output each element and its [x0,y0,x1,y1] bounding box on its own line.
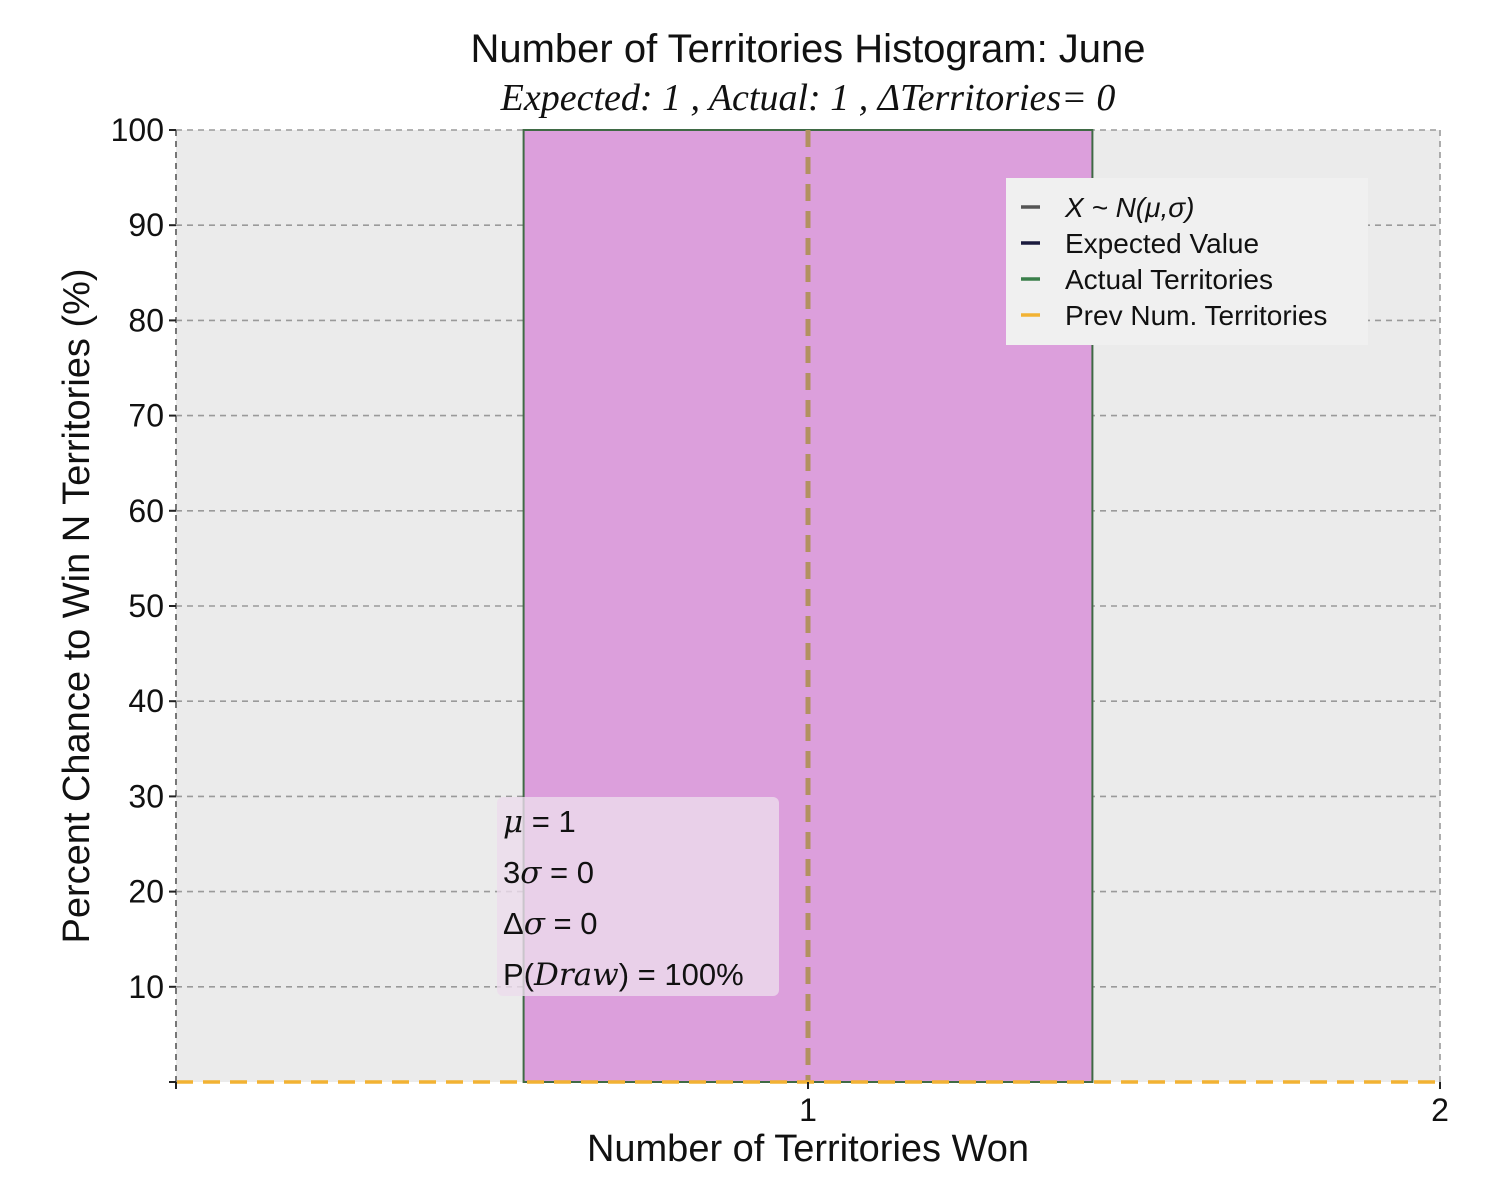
stats-line: 3σ = 0 [503,855,594,891]
y-tick-label: 80 [128,302,164,338]
stats-value: = 0 [545,906,598,941]
chart-title: Number of Territories Histogram: June [470,27,1145,71]
legend: X ~ N(μ,σ) Expected Value Actual Territori… [1006,178,1368,345]
y-tick-label: 60 [128,493,164,529]
stats-symbol: σ [520,855,542,891]
y-tick-label: 90 [128,207,164,243]
stats-value: = 1 [523,804,576,839]
stats-prefix: Δ [503,906,524,941]
stats-prefix: P( [503,957,535,992]
legend-entry-label: Prev Num. Territories [1065,300,1327,331]
stats-line: μ = 1 [503,804,576,840]
x-tick-label: 2 [1431,1092,1449,1128]
y-tick-label: 10 [128,969,164,1005]
stats-prefix: 3 [503,855,520,890]
legend-entry-label: Expected Value [1065,228,1259,259]
stats-box: μ = 13σ = 0Δσ = 0P(Draw) = 100% [497,797,779,996]
y-tick-label: 50 [128,588,164,624]
axes [169,129,1441,1089]
x-tick-label: 1 [799,1092,817,1128]
legend-entry-label: Actual Territories [1065,264,1273,295]
chart-subtitle: Expected: 1 , Actual: 1 , ΔTerritories= … [500,77,1116,119]
y-tick-label: 30 [128,778,164,814]
stats-line: Δσ = 0 [503,906,597,942]
y-axis-label: Percent Chance to Win N Territories (%) [56,268,98,943]
y-tick-label: 40 [128,683,164,719]
y-tick-label: 100 [111,112,164,148]
tick-labels: 10 20 30 40 50 60 70 80 90 100 1 2 [111,112,1449,1128]
stats-symbol: σ [524,906,546,942]
stats-symbol: Draw [533,957,619,993]
y-tick-label: 20 [128,874,164,910]
x-axis-label: Number of Territories Won [587,1128,1029,1170]
stats-value: = 0 [541,855,594,890]
y-tick-label: 70 [128,398,164,434]
legend-entry-label: X ~ N(μ,σ) [1064,192,1194,223]
stats-symbol: μ [503,804,523,840]
stats-line: P(Draw) = 100% [503,957,744,993]
stats-value: ) = 100% [619,957,744,992]
stats-box-background [497,797,779,996]
legend-box [1006,178,1368,345]
